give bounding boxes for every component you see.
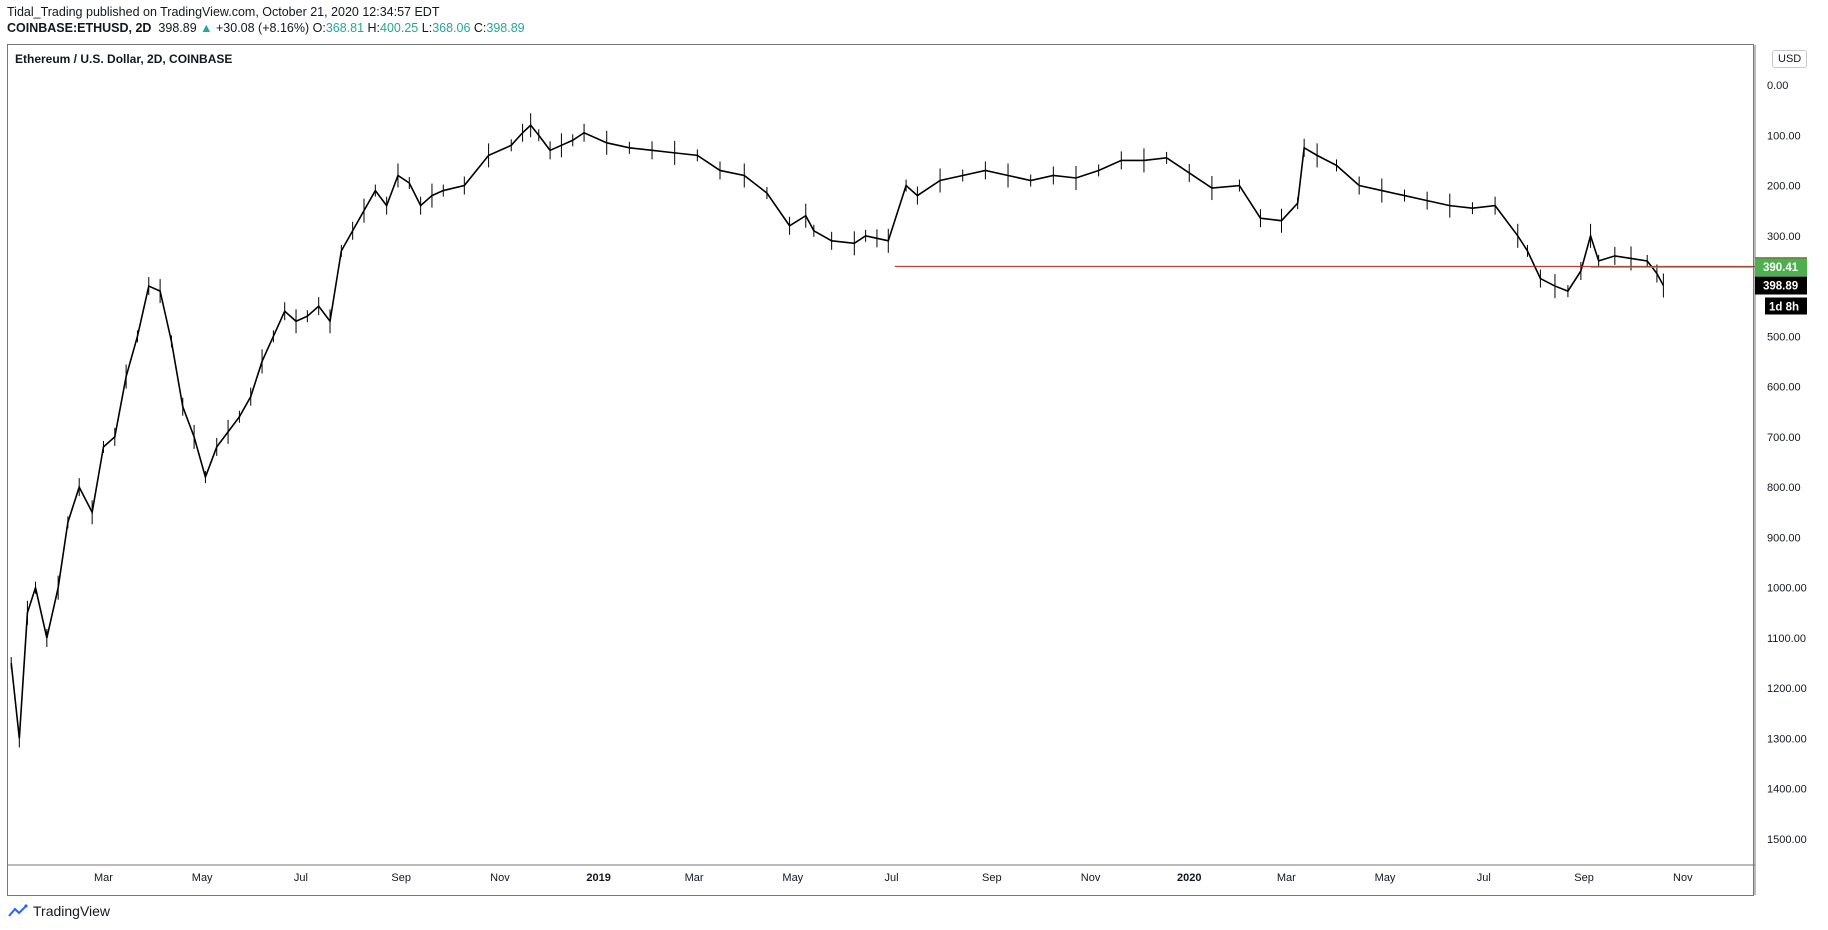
y-tick-label: 1300.00	[1767, 733, 1807, 745]
y-tick-label: 0.00	[1767, 80, 1788, 92]
close-value: 398.89	[486, 21, 525, 35]
x-tick-label: Jul	[294, 872, 308, 884]
x-tick-label: Mar	[685, 872, 704, 884]
y-tick-label: 1100.00	[1767, 633, 1806, 645]
change-up-icon: ▲	[200, 21, 213, 35]
footer-brand[interactable]: TradingView	[8, 903, 110, 919]
x-tick-label: Sep	[982, 872, 1002, 884]
y-tick-label: 600.00	[1767, 382, 1801, 394]
x-tick-label: Jul	[884, 872, 898, 884]
y-tick-label: 800.00	[1767, 482, 1801, 494]
x-tick-label: Mar	[1277, 872, 1296, 884]
x-tick-label: Nov	[1081, 872, 1101, 884]
x-tick-label: Mar	[94, 872, 113, 884]
x-tick-label: Sep	[1574, 872, 1594, 884]
open-label: O:	[312, 21, 326, 35]
x-tick-label: Nov	[490, 872, 510, 884]
last-price-label-bg	[1755, 276, 1807, 295]
x-tick-label: May	[782, 872, 803, 884]
y-tick-label: 1400.00	[1767, 784, 1807, 796]
y-tick-label: 1000.00	[1767, 583, 1807, 595]
y-tick-label: 1200.00	[1767, 683, 1807, 695]
x-tick-label: May	[1375, 872, 1396, 884]
support-price-label: 390.41	[1763, 262, 1799, 274]
low-label: L:	[421, 21, 433, 35]
x-tick-label: Sep	[391, 872, 411, 884]
y-tick-label: 900.00	[1767, 532, 1801, 544]
publish-line: Tidal_Trading published on TradingView.c…	[7, 4, 525, 20]
low-value: 368.06	[432, 21, 471, 35]
y-tick-label: 700.00	[1767, 432, 1801, 444]
support-price-label-bg	[1755, 258, 1807, 277]
chart-frame	[7, 44, 1754, 896]
open-value: 368.81	[325, 21, 365, 35]
symbol-label: COINBASE:ETHUSD, 2D	[7, 21, 152, 35]
price-series-line	[10, 124, 1665, 739]
publish-header: Tidal_Trading published on TradingView.c…	[7, 4, 525, 36]
tradingview-logo-icon	[8, 904, 28, 917]
ohlc-line: COINBASE:ETHUSD, 2D 398.89 ▲ +30.08 (+8.…	[7, 20, 525, 36]
published-text: published on TradingView.com, October 21…	[86, 5, 440, 19]
x-tick-label: Jul	[1477, 872, 1491, 884]
high-value: 400.25	[380, 21, 419, 35]
close-label: C:	[473, 21, 487, 35]
y-tick-label: 200.00	[1767, 181, 1801, 193]
price-change: +30.08 (+8.16%)	[216, 21, 310, 35]
y-tick-label: 500.00	[1767, 331, 1801, 343]
x-tick-label: 2020	[1177, 872, 1201, 884]
high-label: H:	[367, 21, 381, 35]
last-price: 398.89	[158, 21, 197, 35]
x-tick-label: 2019	[586, 872, 610, 884]
last-price-label: 398.89	[1763, 281, 1798, 293]
countdown-bg	[1765, 297, 1807, 315]
y-tick-label: 1500.00	[1767, 834, 1807, 846]
countdown-label: 1d 8h	[1769, 302, 1799, 314]
y-tick-label: 300.00	[1767, 231, 1801, 243]
x-tick-label: May	[192, 872, 213, 884]
x-tick-label: Nov	[1673, 872, 1693, 884]
y-tick-label: 100.00	[1767, 130, 1801, 142]
pane-title: Ethereum / U.S. Dollar, 2D, COINBASE	[15, 52, 233, 66]
publisher-name[interactable]: Tidal_Trading	[7, 5, 83, 19]
footer-brand-label: TradingView	[33, 903, 111, 919]
currency-button[interactable]: USD	[1772, 50, 1808, 68]
